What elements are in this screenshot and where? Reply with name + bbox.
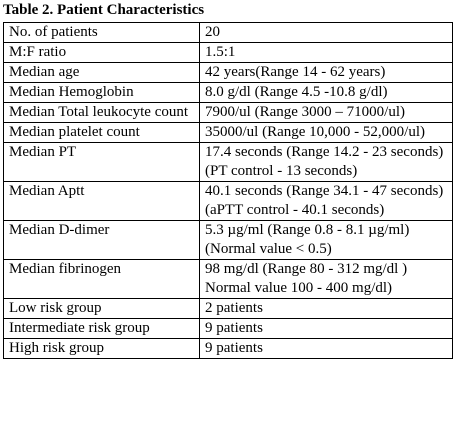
label-cell: Median D-dimer — [3, 220, 200, 260]
table-row: Low risk group 2 patients — [3, 298, 453, 319]
value-line: 2 patients — [205, 300, 263, 316]
value-line: 98 mg/dl (Range 80 - 312 mg/dl ) — [205, 261, 408, 277]
label-cell: Median Total leukocyte count — [3, 102, 200, 123]
value-line: 7900/ul (Range 3000 – 71000/ul) — [205, 104, 405, 120]
value-cell: 40.1 seconds (Range 34.1 - 47 seconds) (a… — [199, 181, 453, 221]
label-cell: Median fibrinogen — [3, 259, 200, 299]
value-line: (aPTT control - 40.1 seconds) — [205, 202, 385, 218]
value-line: 5.3 µg/ml (Range 0.8 - 8.1 µg/ml) — [205, 222, 410, 238]
value-line: (PT control - 13 seconds) — [205, 163, 358, 179]
value-cell: 7900/ul (Range 3000 – 71000/ul) — [199, 102, 453, 123]
value-cell: 8.0 g/dl (Range 4.5 -10.8 g/dl) — [199, 82, 453, 103]
value-line: 20 — [205, 24, 220, 40]
value-line: 40.1 seconds (Range 34.1 - 47 seconds) — [205, 183, 444, 199]
table-row: Median age 42 years(Range 14 - 62 years) — [3, 62, 453, 83]
value-cell: 9 patients — [199, 338, 453, 359]
value-cell: 17.4 seconds (Range 14.2 - 23 seconds) (… — [199, 142, 453, 182]
label-cell: M:F ratio — [3, 42, 200, 63]
label-cell: Median age — [3, 62, 200, 83]
label-cell: High risk group — [3, 338, 200, 359]
table-row: Median Aptt 40.1 seconds (Range 34.1 - 47… — [3, 181, 453, 221]
table: No. of patients 20 M:F ratio 1.5:1 Median ag… — [3, 22, 453, 359]
label-cell: Median PT — [3, 142, 200, 182]
table-body: No. of patients 20 M:F ratio 1.5:1 Median ag… — [3, 22, 453, 359]
value-line: 35000/ul (Range 10,000 - 52,000/ul) — [205, 124, 425, 140]
table-row: Median D-dimer 5.3 µg/ml (Range 0.8 - 8.1… — [3, 220, 453, 260]
value-cell: 2 patients — [199, 298, 453, 319]
value-cell: 20 — [199, 22, 453, 43]
value-line: 8.0 g/dl (Range 4.5 -10.8 g/dl) — [205, 84, 388, 100]
label-cell: Median platelet count — [3, 122, 200, 143]
label-cell: Intermediate risk group — [3, 318, 200, 339]
value-line: 9 patients — [205, 320, 263, 336]
label-cell: No. of patients — [3, 22, 200, 43]
value-line: 1.5:1 — [205, 44, 236, 60]
table-row: Median Hemoglobin 8.0 g/dl (Range 4.5 -10… — [3, 82, 453, 103]
label-cell: Low risk group — [3, 298, 200, 319]
value-cell: 42 years(Range 14 - 62 years) — [199, 62, 453, 83]
value-cell: 35000/ul (Range 10,000 - 52,000/ul) — [199, 122, 453, 143]
label-cell: Median Hemoglobin — [3, 82, 200, 103]
value-cell: 5.3 µg/ml (Range 0.8 - 8.1 µg/ml) (Normal… — [199, 220, 453, 260]
table-row: High risk group 9 patients — [3, 338, 453, 359]
table-row: M:F ratio 1.5:1 — [3, 42, 453, 63]
value-line: (Normal value < 0.5) — [205, 241, 332, 257]
table-title: Table 2. Patient Characteristics — [3, 2, 205, 18]
value-line: 17.4 seconds (Range 14.2 - 23 seconds) — [205, 144, 444, 160]
table-row: Median fibrinogen 98 mg/dl (Range 80 - 31… — [3, 259, 453, 299]
table-row: Intermediate risk group 9 patients — [3, 318, 453, 339]
value-line: Normal value 100 - 400 mg/dl) — [205, 280, 393, 296]
table-row: Median Total leukocyte count 7900/ul (Ran… — [3, 102, 453, 123]
value-line: 9 patients — [205, 340, 263, 356]
value-cell: 98 mg/dl (Range 80 - 312 mg/dl ) Normal v… — [199, 259, 453, 299]
table-row: Median platelet count 35000/ul (Range 10,… — [3, 122, 453, 143]
label-cell: Median Aptt — [3, 181, 200, 221]
value-cell: 9 patients — [199, 318, 453, 339]
table-row: Median PT 17.4 seconds (Range 14.2 - 23 s… — [3, 142, 453, 182]
table-row: No. of patients 20 — [3, 22, 453, 43]
value-line: 42 years(Range 14 - 62 years) — [205, 64, 386, 80]
value-cell: 1.5:1 — [199, 42, 453, 63]
